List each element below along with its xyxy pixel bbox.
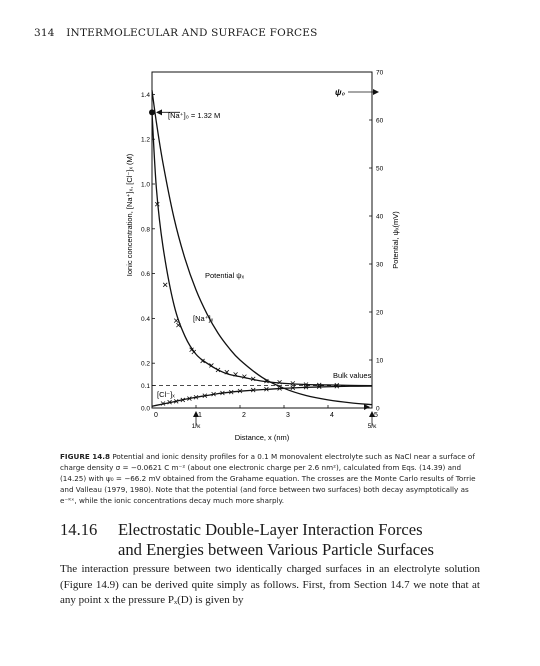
na0-dot: [149, 109, 155, 116]
mc-cross-marker: [334, 383, 340, 389]
annotation-cl: [Cl⁻]ₓ: [157, 390, 175, 399]
annotation-bulk-values: Bulk values: [333, 371, 372, 380]
y-tick-label: 0.1: [141, 383, 150, 390]
kappa-arrow-head: [369, 411, 375, 417]
mc-cross-marker: [215, 367, 221, 373]
y2-tick-label: 60: [376, 118, 384, 125]
mc-cross-marker: [224, 369, 230, 375]
mc-cross-marker: [173, 398, 179, 404]
y-tick-label: 1.2: [141, 137, 150, 144]
x-tick-label: 4: [330, 412, 334, 419]
caption-text: Potential and ionic density profiles for…: [60, 452, 476, 505]
mc-cross-marker: [290, 381, 296, 386]
y2-tick-label: 50: [376, 166, 384, 173]
mc-cross-marker: [290, 385, 296, 391]
mc-cross-marker: [200, 358, 205, 364]
y-tick-label: 0.4: [141, 316, 150, 323]
axes-layer: 0 1 2 3 4 5 0.0 0.1 0.2 0.4 0.6 0.8 1.0 1.2 1.4 0 10 20 30…: [141, 70, 384, 431]
mc-cross-marker: [154, 201, 160, 207]
x-tick-label: 5: [374, 412, 378, 419]
mc-cross-marker: [180, 397, 186, 403]
series-line-2: [151, 385, 373, 407]
figure-caption: FIGURE 14.8 Potential and ionic density …: [60, 451, 480, 506]
kappa-arrow-label: 5/κ: [368, 423, 377, 430]
y2-axis-label: Potential, ψₓ(mV): [391, 211, 400, 269]
kappa-arrow-label: 1/κ: [192, 423, 201, 430]
mc-cross-marker: [176, 322, 181, 328]
marker-layer: [149, 89, 379, 410]
page-number: 314: [34, 27, 55, 39]
mc-cross-marker: [334, 382, 340, 388]
mc-cross-marker: [264, 378, 269, 384]
y2-tick-label: 30: [376, 262, 384, 269]
y-axis-label: Ionic concentration, [Na⁺]ₓ, [Cl⁻]ₓ (M): [125, 153, 134, 276]
x-tick-label: 1: [198, 412, 202, 419]
mc-cross-marker: [303, 384, 309, 390]
mc-cross-marker: [316, 384, 322, 390]
y2-tick-label: 10: [376, 358, 384, 365]
mc-cross-marker: [220, 390, 225, 396]
mc-cross-marker: [237, 388, 243, 394]
series-line-0: [151, 90, 373, 406]
na0-arrow-head: [156, 109, 162, 116]
running-head-title: INTERMOLECULAR AND SURFACE FORCES: [66, 27, 318, 39]
y2-tick-label: 0: [376, 406, 380, 413]
mc-cross-marker: [211, 391, 216, 397]
section-number: 14.16: [60, 520, 98, 539]
x-axis-label: Distance, x (nm): [235, 433, 290, 442]
series-line-1: [151, 112, 373, 387]
section-title-line2: and Energies between Various Particle Su…: [118, 540, 434, 559]
mc-cross-marker: [193, 394, 199, 400]
mc-cross-marker: [277, 386, 282, 391]
mc-cross-marker: [250, 376, 256, 382]
mc-cross-marker: [191, 349, 197, 355]
mc-cross-marker: [242, 374, 247, 379]
y-tick-label: 1.0: [141, 182, 150, 189]
mc-cross-marker: [250, 387, 256, 393]
y-tick-label: 0.8: [141, 226, 150, 233]
mc-cross-marker: [173, 318, 179, 323]
x-tick-label: 2: [242, 412, 246, 419]
mc-cross-marker: [167, 399, 172, 405]
y-tick-label: 1.4: [141, 92, 150, 99]
section-heading: 14.16 Electrostatic Double-Layer Interact…: [60, 520, 500, 560]
mc-cross-marker: [187, 396, 192, 401]
mc-cross-marker: [202, 393, 208, 398]
annotation-na0: [Na⁺]₀ = 1.32 M: [168, 111, 220, 120]
x-tick-label: 3: [286, 412, 290, 419]
y2-tick-label: 70: [376, 70, 384, 77]
mc-cross-marker: [277, 379, 282, 385]
mc-cross-marker: [233, 372, 238, 377]
mc-cross-marker: [264, 386, 269, 392]
mc-cross-marker: [160, 401, 166, 406]
mc-cross-marker: [162, 282, 168, 288]
y-tick-label: 0.2: [141, 361, 150, 368]
y2-tick-label: 40: [376, 214, 384, 221]
x-tick-label: 0: [154, 412, 158, 419]
body-paragraph: The interaction pressure between two ide…: [60, 563, 480, 606]
bulk-arrow-head: [364, 404, 370, 410]
y2-tick-label: 20: [376, 310, 384, 317]
mc-cross-marker: [228, 389, 234, 395]
label-layer: [Na⁺]₀ = 1.32 M ψ₀ Potential ψₓ [Na⁺]ₓ […: [125, 87, 400, 442]
y-tick-label: 0.6: [141, 271, 150, 278]
annotation-psi0: ψ₀: [335, 87, 346, 97]
curve-layer: [151, 90, 373, 407]
mc-cross-marker: [316, 382, 322, 388]
running-head: 314 INTERMOLECULAR AND SURFACE FORCES: [34, 27, 318, 39]
figure-chart: 0 1 2 3 4 5 0.0 0.1 0.2 0.4 0.6 0.8 1.0 1.2 1.4 0 10 20 30…: [125, 70, 400, 443]
y-tick-label: 0.0: [141, 406, 150, 413]
annotation-na: [Na⁺]ₓ: [193, 314, 214, 323]
plot-frame: [151, 71, 373, 409]
mc-cross-marker: [209, 363, 214, 368]
psi0-arrow-head: [373, 89, 379, 95]
kappa-arrow-head: [193, 411, 199, 417]
section-title-line1: Electrostatic Double-Layer Interaction F…: [118, 520, 423, 539]
annotation-potential: Potential ψₓ: [205, 271, 245, 280]
caption-label: FIGURE 14.8: [60, 452, 111, 461]
